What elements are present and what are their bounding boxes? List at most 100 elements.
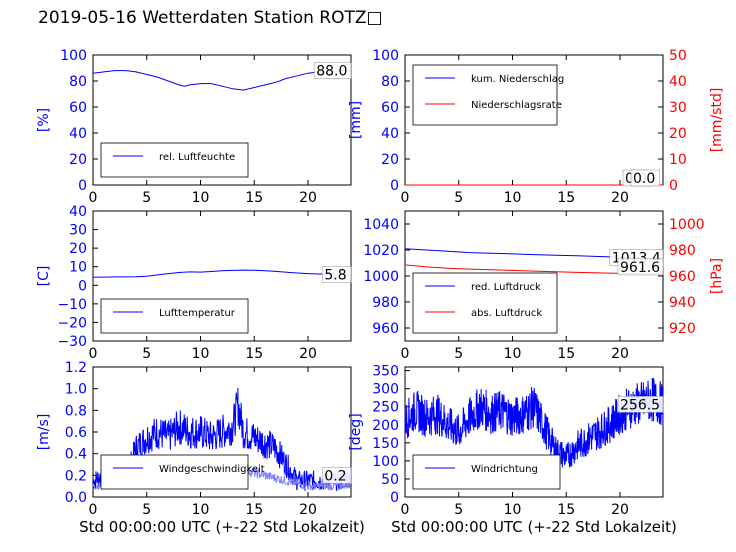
y-tick-label: 1.2 (65, 360, 87, 376)
legend-box (412, 454, 561, 490)
series-line (92, 387, 352, 492)
plot-frame (92, 54, 352, 186)
x-tick-label: 15 (245, 346, 263, 362)
x-tick-label: 0 (401, 190, 410, 206)
plot-frame (404, 366, 664, 498)
y-tick-label: 1000 (363, 269, 399, 285)
legend-label: Niederschlagsrate (471, 100, 562, 111)
y-tick-label: −20 (57, 315, 87, 331)
y-tick-label: 300 (372, 382, 399, 398)
y-tick-label: 50 (381, 472, 399, 488)
x-tick-label: 0 (89, 502, 98, 518)
x-tick-label: 5 (142, 346, 151, 362)
y-axis-label: [m/s] (36, 414, 52, 451)
x-tick-label: 0 (401, 502, 410, 518)
x-tick-label: 5 (142, 502, 151, 518)
legend-box (412, 272, 558, 334)
y-right-tick-label: 0 (669, 178, 678, 194)
y-tick-label: 40 (69, 126, 87, 142)
y-axis-label: [deg] (348, 413, 364, 450)
y-right-tick-label: 1000 (669, 217, 705, 233)
series-line (404, 377, 664, 468)
x-tick-label: 20 (611, 346, 629, 362)
legend-label: Windrichtung (471, 464, 538, 475)
x-tick-label: 10 (192, 190, 210, 206)
y-right-tick-label: 940 (669, 295, 696, 311)
last-value-label: 5.8 (324, 268, 346, 284)
legend-box (100, 298, 249, 334)
y-tick-label: 0 (390, 178, 399, 194)
legend-box (100, 142, 249, 178)
x-tick-label: 0 (89, 190, 98, 206)
x-tick-label: 15 (557, 502, 575, 518)
series-line (93, 269, 351, 278)
value-label-box (313, 62, 352, 79)
legend-label: Lufttemperatur (159, 308, 236, 319)
last-value-label: 961.6 (620, 260, 660, 276)
value-label-box (322, 467, 352, 484)
last-value-label: 0.2 (324, 468, 346, 484)
y-tick-label: 0.4 (65, 447, 87, 463)
y-right-tick-label: 920 (669, 321, 696, 337)
x-tick-label: 15 (245, 502, 263, 518)
y-tick-label: 60 (381, 100, 399, 116)
y-tick-label: 250 (372, 400, 399, 416)
y-axis-label: [C] (36, 266, 52, 287)
y-axis-label: [%] (36, 108, 52, 132)
y-tick-label: 0 (78, 278, 87, 294)
y-tick-label: 150 (372, 436, 399, 452)
y-tick-label: 200 (372, 418, 399, 434)
y-tick-label: 100 (372, 48, 399, 64)
x-tick-label: 20 (299, 190, 317, 206)
x-tick-label: 15 (557, 190, 575, 206)
x-tick-label: 5 (142, 190, 151, 206)
value-label-box (617, 396, 664, 413)
y-tick-label: 0 (390, 490, 399, 506)
x-tick-label: 10 (192, 346, 210, 362)
x-tick-label: 15 (557, 346, 575, 362)
y-tick-label: 0.0 (65, 490, 87, 506)
y-tick-label: 20 (69, 152, 87, 168)
last-value-label: 256.5 (620, 397, 660, 413)
x-tick-label: 20 (611, 190, 629, 206)
x-tick-label: 10 (504, 346, 522, 362)
y-tick-label: 40 (69, 204, 87, 220)
x-tick-label: 5 (454, 346, 463, 362)
x-tick-label: 10 (504, 502, 522, 518)
y-tick-label: 0.6 (65, 425, 87, 441)
y-tick-label: 0.8 (65, 403, 87, 419)
y-tick-label: 1020 (363, 243, 399, 259)
y-tick-label: 0 (78, 178, 87, 194)
x-tick-label: 0 (89, 346, 98, 362)
y-right-tick-label: 20 (669, 126, 687, 142)
y-right-tick-label: 980 (669, 243, 696, 259)
legend-label: Windgeschwindigkeit (159, 464, 265, 475)
y-right-tick-label: 50 (669, 48, 687, 64)
value-label-box (617, 258, 664, 276)
legend-label: rel. Luftfeuchte (159, 152, 235, 163)
x-tick-label: 0 (401, 346, 410, 362)
x-tick-label: 5 (454, 502, 463, 518)
x-tick-label: 20 (299, 346, 317, 362)
legend-box (412, 64, 558, 126)
legend-label: kum. Niederschlag (471, 74, 564, 85)
y-tick-label: 20 (69, 241, 87, 257)
x-tick-label: 10 (192, 502, 210, 518)
y-tick-label: 960 (372, 321, 399, 337)
y-tick-label: 100 (60, 48, 87, 64)
y-tick-label: 30 (69, 223, 87, 239)
y-tick-label: 20 (381, 152, 399, 168)
value-label-box (322, 266, 352, 283)
y-tick-label: −10 (57, 297, 87, 313)
y-tick-label: 1040 (363, 217, 399, 233)
y-tick-label: 1.0 (65, 382, 87, 398)
y-tick-label: 80 (69, 74, 87, 90)
y-tick-label: 80 (381, 74, 399, 90)
y-right-tick-label: 30 (669, 100, 687, 116)
y-tick-label: 980 (372, 295, 399, 311)
x-tick-label: 20 (299, 502, 317, 518)
last-value-label: 0.0 (633, 171, 655, 187)
x-tick-label: 20 (611, 502, 629, 518)
legend-box (100, 454, 249, 490)
